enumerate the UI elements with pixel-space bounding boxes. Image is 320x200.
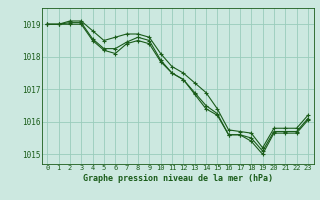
X-axis label: Graphe pression niveau de la mer (hPa): Graphe pression niveau de la mer (hPa)	[83, 174, 273, 183]
